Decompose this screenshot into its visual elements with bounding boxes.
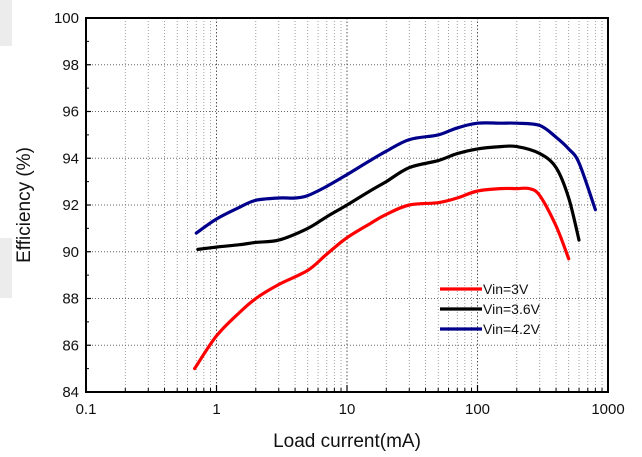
series-line-3	[194, 121, 597, 235]
series-line-1	[193, 186, 571, 371]
x-tick-label: 0.1	[76, 401, 97, 418]
legend: Vin=3V Vin=3.6V Vin=4.2V	[440, 281, 541, 337]
y-tick-label: 88	[62, 291, 79, 308]
y-tick-label: 100	[54, 10, 79, 27]
y-tick-label: 98	[62, 57, 79, 74]
x-tick-label: 10	[339, 401, 356, 418]
y-tick-label: 90	[62, 244, 79, 261]
legend-label-2: Vin=3.6V	[483, 301, 541, 317]
legend-label-1: Vin=3V	[483, 281, 529, 297]
y-tick-label: 86	[62, 337, 79, 354]
series-lines	[193, 121, 597, 371]
legend-label-3: Vin=4.2V	[483, 321, 541, 337]
x-tick-label: 1000	[591, 401, 624, 418]
y-tick-label: 94	[62, 150, 79, 167]
x-tick-label: 1	[212, 401, 220, 418]
tick-labels: 84 86 88 90 92 94 96 98 100 0.1 1 10 100 1000	[54, 10, 625, 418]
left-edge-strip-middle	[0, 238, 12, 298]
y-tick-label: 92	[62, 197, 79, 214]
axis-ticks	[85, 17, 609, 393]
x-axis-title: Load current(mA)	[273, 431, 421, 452]
y-axis-title: Efficiency (%)	[14, 147, 35, 263]
series-line-2	[196, 144, 581, 251]
left-edge-strip-top	[0, 0, 12, 46]
y-tick-label: 96	[62, 104, 79, 121]
x-tick-label: 100	[465, 401, 490, 418]
y-tick-label: 84	[62, 384, 79, 401]
